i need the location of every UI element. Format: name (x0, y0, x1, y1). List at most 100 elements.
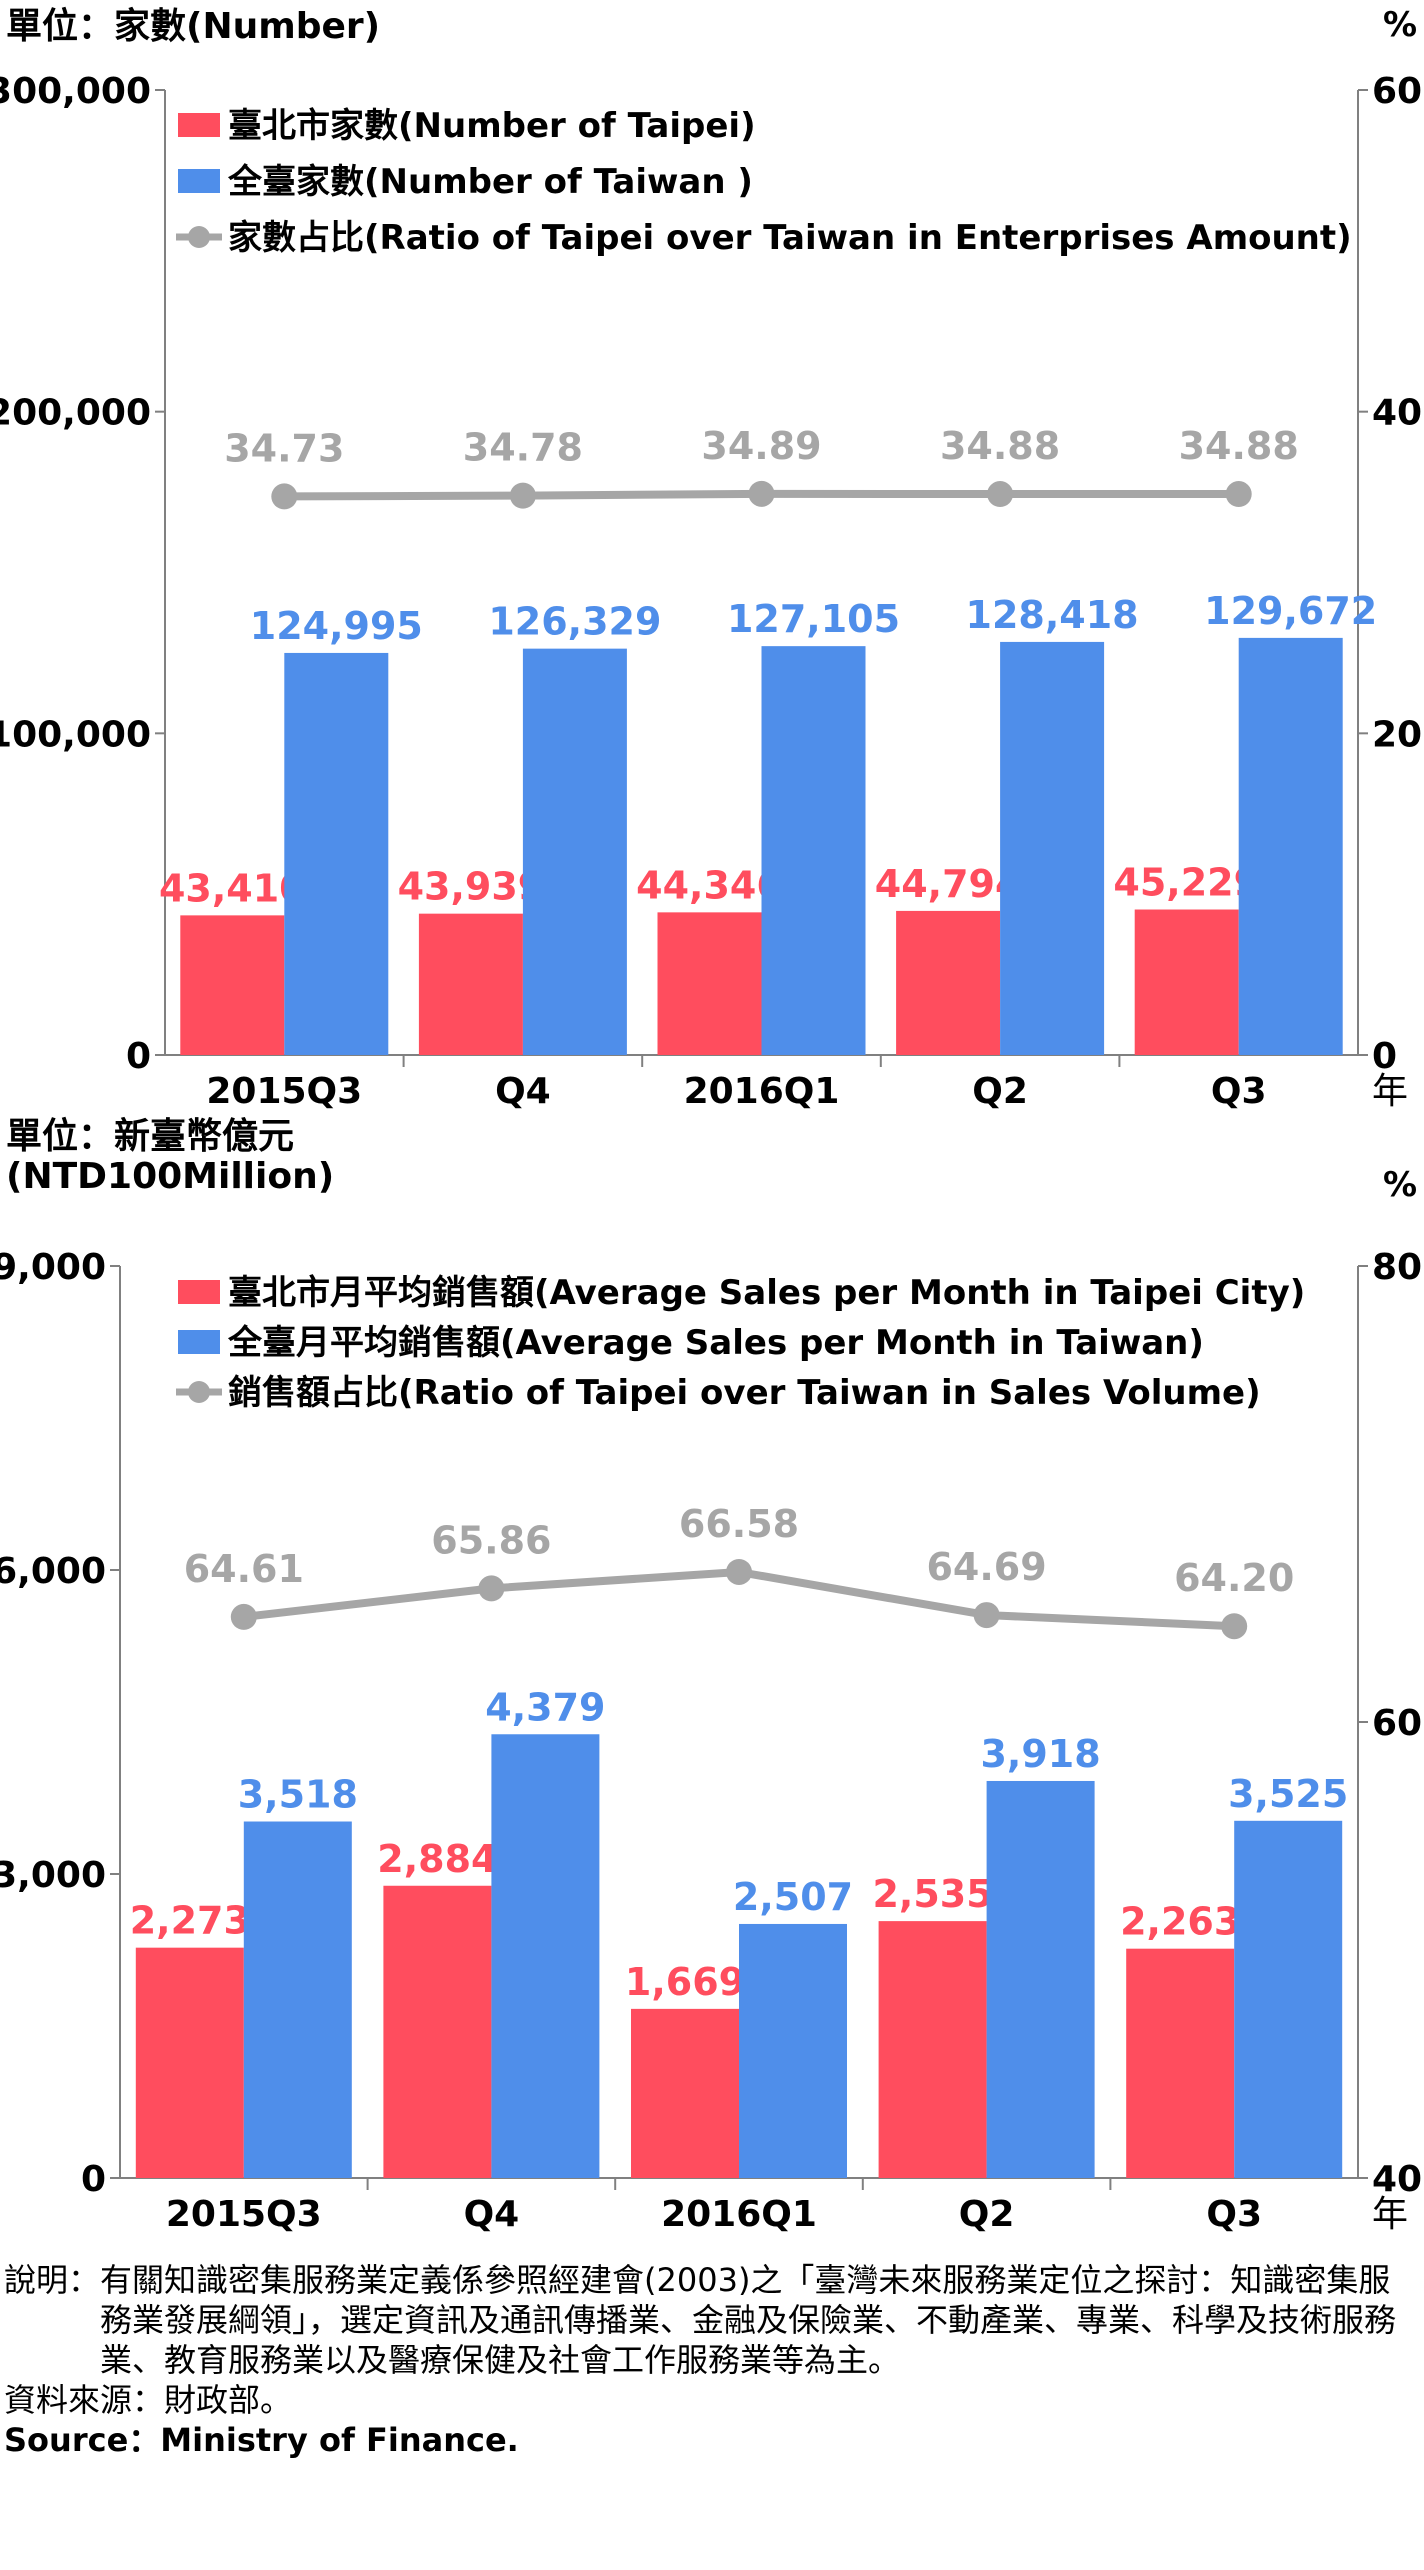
ratio-data-label: 34.78 (463, 426, 583, 470)
bar-taipei (657, 912, 762, 1055)
left-tick-label: 3,000 (0, 1855, 106, 1896)
x-tick-label: 2016Q1 (684, 1071, 840, 1110)
left-tick-label: 0 (126, 1036, 151, 1077)
left-tick-label: 100,000 (0, 714, 151, 755)
x-tick-label: 2015Q3 (166, 2194, 322, 2235)
ratio-data-label: 65.86 (431, 1518, 551, 1562)
bar-data-label: 3,525 (1228, 1772, 1348, 1816)
ratio-point (726, 1558, 752, 1585)
bar-data-label: 126,329 (488, 600, 661, 644)
ratio-point (748, 480, 775, 507)
bar-taipei (896, 910, 1001, 1055)
right-tick-label: 40 (1372, 2159, 1422, 2200)
legend-label: 銷售額占比(Ratio of Taipei over Taiwan in Sal… (228, 1373, 1261, 1413)
bar-taiwan (986, 1780, 1095, 2178)
ratio-data-label: 66.58 (679, 1502, 799, 1546)
bar-data-label: 2,507 (733, 1875, 853, 1919)
right-tick-label: 0 (1372, 1036, 1397, 1077)
legend-label: 臺北市家數(Number of Taipei) (228, 106, 756, 146)
y-axis-unit-label: 單位：家數(Number) (6, 6, 380, 47)
notes-section: 說明： 有關知識密集服務業定義係參照經建會(2003)之「臺灣未來服務業定位之探… (4, 2260, 1414, 2460)
bar-taiwan (1238, 637, 1343, 1055)
legend-label: 家數占比(Ratio of Taipei over Taiwan in Ente… (228, 218, 1352, 258)
legend-swatch (178, 113, 220, 137)
bar-taiwan (739, 1923, 847, 2178)
x-axis-unit-label: 年 (1372, 2194, 1408, 2235)
bar-data-label: 45,229 (1113, 861, 1260, 905)
right-axis-unit-label: % (1383, 5, 1417, 45)
bar-taiwan (243, 1821, 352, 2178)
bar-data-label: 44,794 (875, 862, 1022, 906)
x-tick-label: Q4 (495, 1071, 551, 1110)
bar-taiwan (761, 646, 866, 1055)
bar-data-label: 129,672 (1204, 589, 1377, 633)
legend-label: 全臺家數(Number of Taiwan ) (227, 162, 753, 202)
ratio-point (509, 482, 536, 509)
bar-data-label: 44,346 (636, 863, 783, 907)
x-tick-label: Q3 (1211, 1071, 1267, 1110)
bar-data-label: 3,918 (980, 1732, 1100, 1776)
right-tick-label: 60 (1372, 71, 1422, 112)
legend-label: 全臺月平均銷售額(Average Sales per Month in Taiw… (227, 1323, 1204, 1363)
legend-swatch (178, 169, 220, 193)
bar-data-label: 124,995 (250, 604, 423, 648)
explanation-label: 說明： (4, 2261, 101, 2299)
left-tick-label: 9,000 (0, 1247, 106, 1288)
ratio-point (230, 1603, 257, 1630)
source-en: Source：Ministry of Finance. (4, 2421, 519, 2459)
ratio-data-label: 34.88 (1179, 424, 1299, 468)
explanation-note: 說明： 有關知識密集服務業定義係參照經建會(2003)之「臺灣未來服務業定位之探… (4, 2260, 1414, 2380)
bar-taipei (878, 1921, 987, 2178)
legend-swatch-marker (188, 226, 210, 248)
x-axis-unit-label: 年 (1372, 1071, 1408, 1110)
sales-volume-chart: 單位：新臺幣億元(NTD100Million) % 0 3,000 6,000 9,000… (0, 1116, 1422, 2235)
bar-data-label: 1,669 (625, 1960, 745, 2004)
bar-taiwan (284, 652, 389, 1055)
enterprise-count-chart: 單位：家數(Number) % 0 100,000 200,000 300,000 0 20 4… (0, 5, 1422, 1110)
left-tick-label: 300,000 (0, 71, 151, 112)
bar-taiwan (1234, 1820, 1343, 2178)
left-tick-label: 0 (81, 2159, 106, 2200)
bar-taipei (383, 1885, 492, 2178)
x-tick-label: Q2 (959, 2194, 1015, 2235)
legend-swatch (178, 1280, 220, 1304)
legend-swatch-marker (188, 1381, 210, 1403)
ratio-data-label: 34.88 (940, 424, 1060, 468)
ratio-data-label: 34.73 (224, 426, 344, 470)
bar-taipei (631, 2008, 739, 2178)
bar-data-label: 43,410 (159, 866, 306, 910)
ratio-point (478, 1575, 505, 1602)
ratio-point (987, 481, 1014, 508)
bar-taiwan (522, 648, 627, 1055)
x-tick-label: Q2 (972, 1071, 1028, 1110)
bar-taiwan (1000, 641, 1105, 1055)
explanation-text: 有關知識密集服務業定義係參照經建會(2003)之「臺灣未來服務業定位之探討：知識… (100, 2261, 1397, 2379)
bar-data-label: 127,105 (727, 597, 900, 641)
x-tick-label: Q3 (1206, 2194, 1262, 2235)
bar-taipei (1126, 1948, 1235, 2178)
x-tick-label: Q4 (464, 2194, 520, 2235)
bar-data-label: 2,535 (872, 1872, 992, 1916)
ratio-data-label: 64.61 (184, 1547, 304, 1591)
ratio-data-label: 64.69 (926, 1545, 1046, 1589)
bar-data-label: 3,518 (238, 1773, 358, 1817)
y-axis-unit-label-en: (NTD100Million) (6, 1156, 334, 1197)
bar-data-label: 2,884 (377, 1837, 497, 1881)
right-tick-label: 20 (1372, 714, 1422, 755)
right-tick-label: 40 (1372, 393, 1422, 434)
bar-taipei (1134, 909, 1239, 1055)
right-tick-label: 80 (1372, 1247, 1422, 1288)
bar-data-label: 43,939 (398, 865, 545, 909)
bar-data-label: 128,418 (966, 593, 1139, 637)
right-tick-label: 60 (1372, 1703, 1422, 1744)
legend-label: 臺北市月平均銷售額(Average Sales per Month in Tai… (228, 1273, 1305, 1313)
ratio-point (973, 1602, 1000, 1629)
bar-taipei (180, 915, 285, 1055)
left-tick-label: 6,000 (0, 1551, 106, 1592)
bar-taipei (418, 913, 523, 1055)
right-axis-unit-label: % (1383, 1165, 1417, 1205)
ratio-point (1221, 1613, 1248, 1640)
bar-taiwan (491, 1734, 600, 2178)
bar-taipei (135, 1947, 244, 2178)
x-tick-label: 2016Q1 (661, 2194, 817, 2235)
